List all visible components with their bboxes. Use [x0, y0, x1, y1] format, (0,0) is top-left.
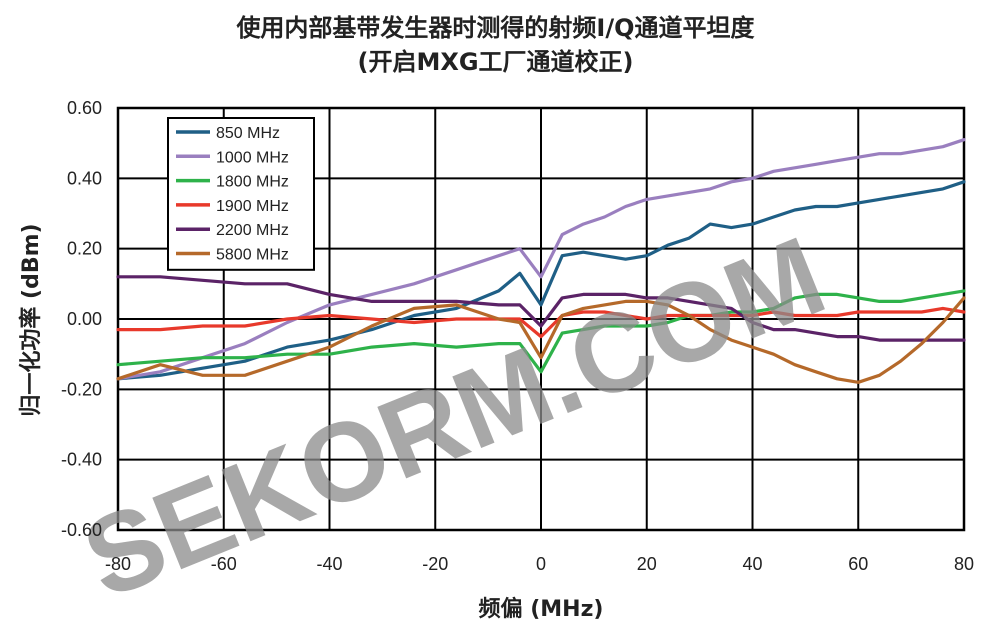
- legend-label: 850 MHz: [216, 125, 280, 142]
- series-line-1000-mhz: [116, 138, 966, 381]
- watermark-text: SEKORM.COM: [67, 213, 841, 623]
- y-tick-label: -0.40: [61, 450, 102, 470]
- series-line-1900-mhz: [116, 306, 966, 339]
- series-lines: [116, 138, 966, 384]
- x-tick-label: 0: [536, 554, 546, 574]
- y-axis-title: 归一化功率 (dBm): [18, 223, 44, 416]
- plot-frame: [116, 106, 966, 532]
- y-tick-label: -0.60: [61, 520, 102, 540]
- legend-label: 2200 MHz: [216, 222, 289, 239]
- legend-label: 1900 MHz: [216, 198, 289, 215]
- x-tick-label: -40: [316, 554, 342, 574]
- series-line-2200-mhz: [116, 275, 966, 342]
- x-tick-label: -20: [422, 554, 448, 574]
- series-line-1800-mhz: [116, 289, 966, 374]
- grid: [116, 106, 966, 532]
- x-tick-label: 80: [954, 554, 974, 574]
- series-line-850-mhz: [116, 180, 966, 381]
- x-tick-label: -80: [105, 554, 131, 574]
- y-tick-label: 0.40: [67, 168, 102, 188]
- y-tick-label: 0.20: [67, 239, 102, 259]
- legend-label: 1800 MHz: [216, 174, 289, 191]
- x-axis-title: 频偏 (MHz): [479, 596, 604, 622]
- y-tick-label: 0.60: [67, 98, 102, 118]
- tick-labels: -80 -60 -40 -20 0 20 40 60 80 0.60 0.40 0.20 0.00 -0.…: [61, 98, 974, 574]
- watermark: SEKORM.COM: [67, 213, 841, 623]
- series-line-5800-mhz: [116, 296, 966, 384]
- chart-title: 使用内部基带发生器时测得的射频I/Q通道平坦度: [236, 14, 755, 42]
- x-tick-label: 60: [848, 554, 868, 574]
- x-tick-label: 20: [637, 554, 657, 574]
- x-tick-label: -60: [211, 554, 237, 574]
- y-tick-label: 0.00: [67, 309, 102, 329]
- legend-label: 5800 MHz: [216, 247, 289, 264]
- x-tick-label: 40: [742, 554, 762, 574]
- legend-label: 1000 MHz: [216, 149, 289, 166]
- legend: 850 MHz 1000 MHz 1800 MHz 1900 MHz 2200 MHz 5…: [167, 117, 315, 271]
- chart-subtitle: (开启MXG工厂通道校正): [357, 48, 634, 76]
- legend-box: [167, 117, 315, 271]
- y-tick-label: -0.20: [61, 379, 102, 399]
